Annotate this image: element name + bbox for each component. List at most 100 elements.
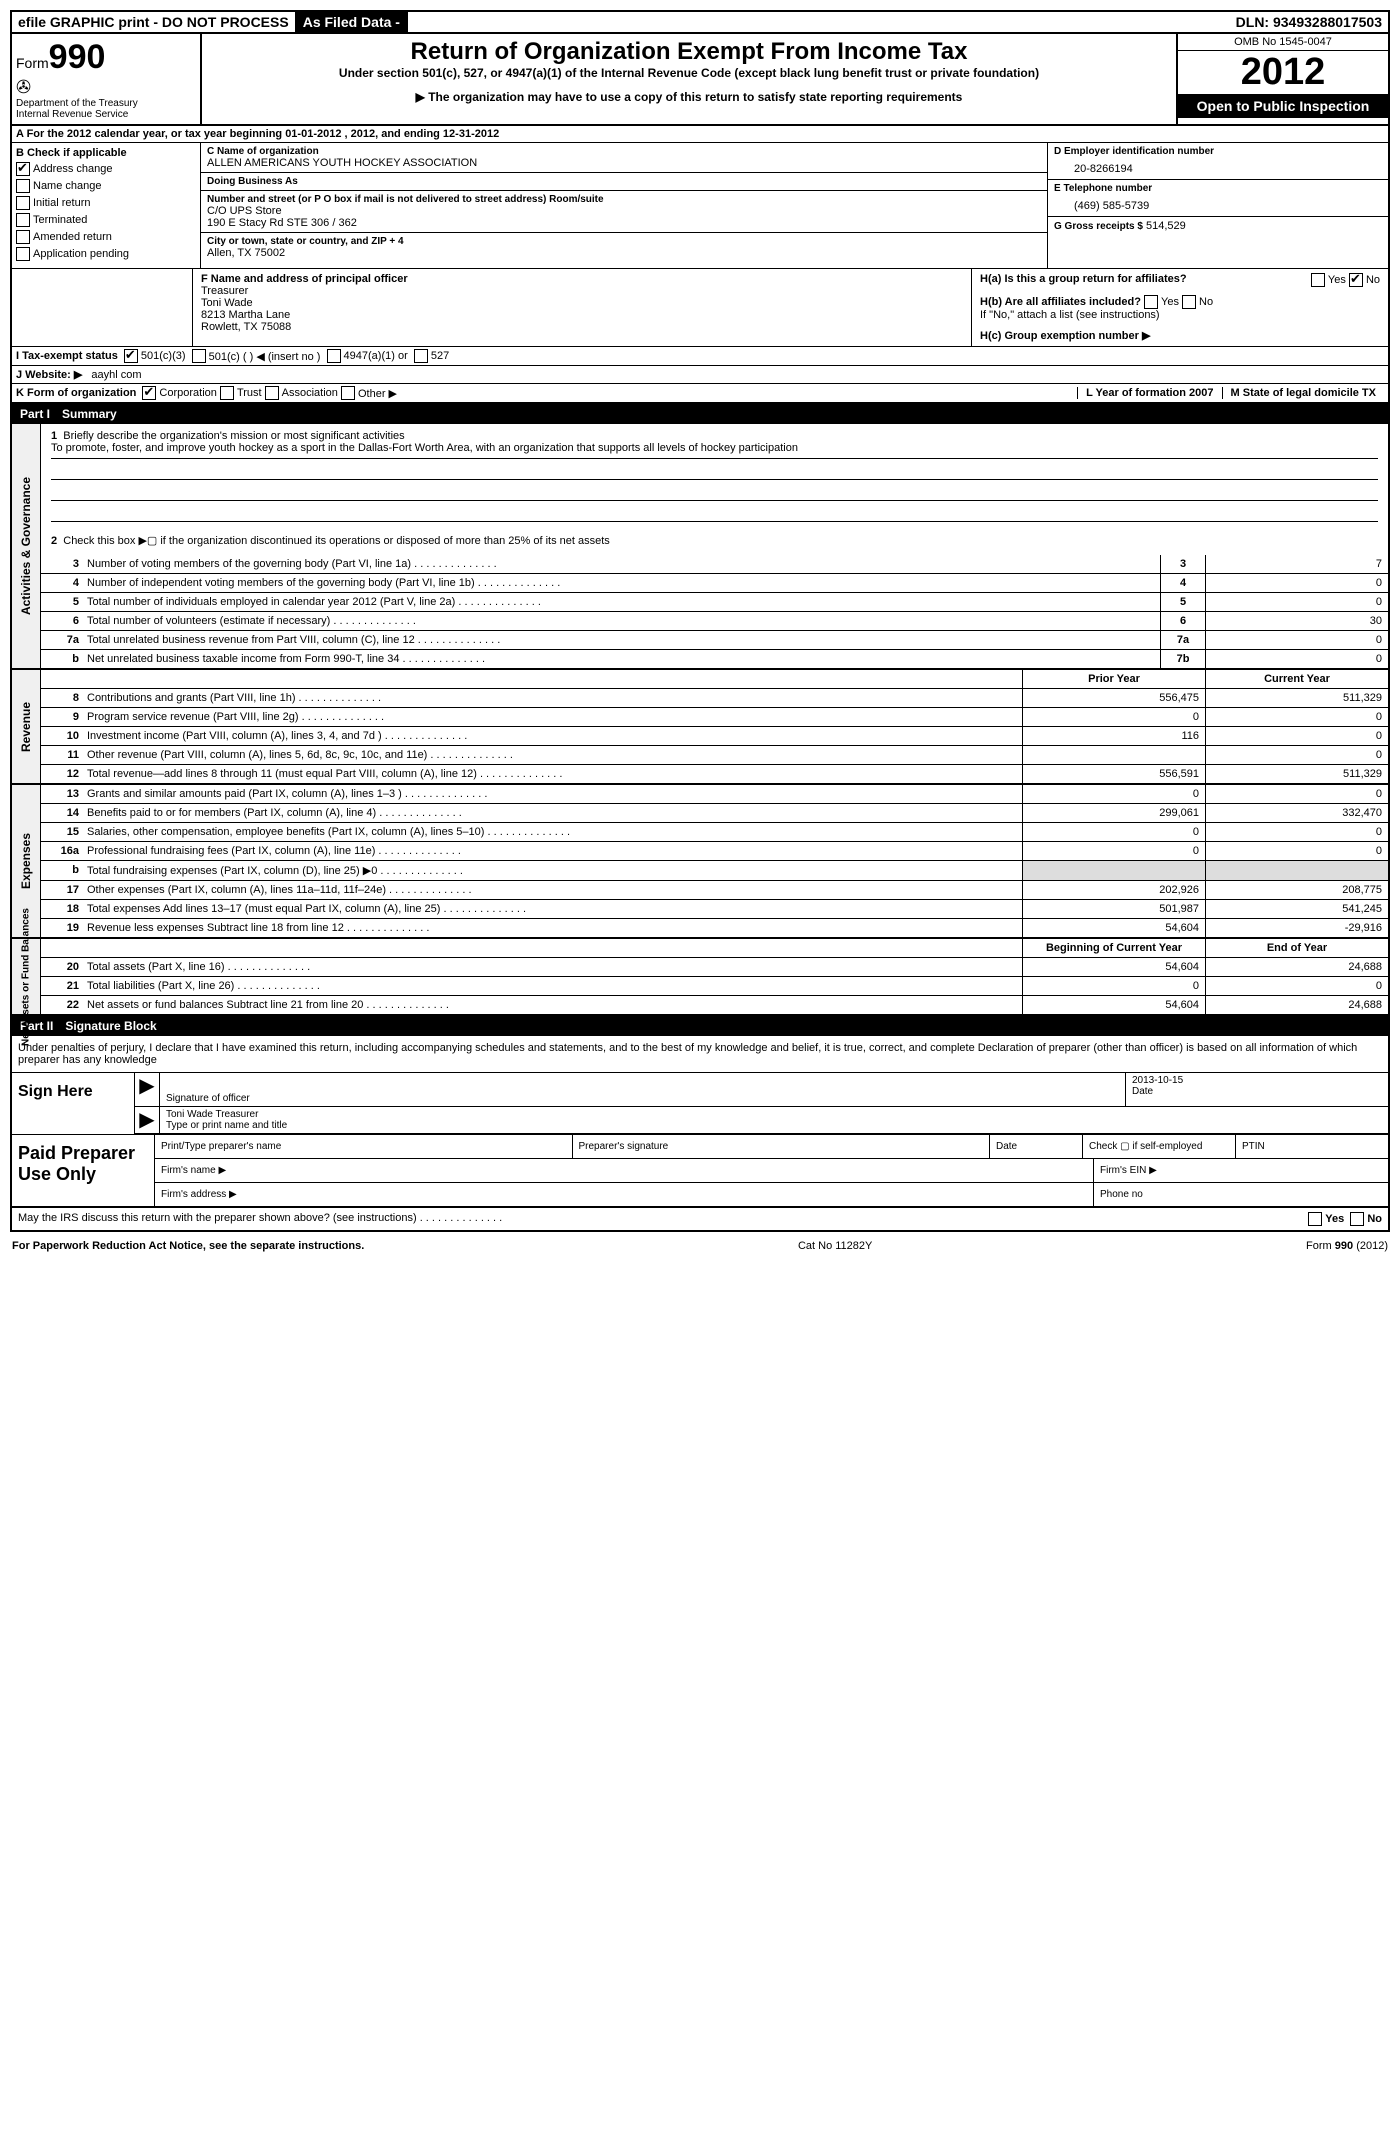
- open-public: Open to Public Inspection: [1178, 94, 1388, 118]
- net-row-21: 21Total liabilities (Part X, line 26)00: [41, 977, 1388, 996]
- revenue-row-8: 8Contributions and grants (Part VIII, li…: [41, 689, 1388, 708]
- q1-text: Briefly describe the organization's miss…: [63, 430, 404, 442]
- checkbox-terminated[interactable]: Terminated: [16, 213, 196, 227]
- part-2-header: Part IISignature Block: [10, 1016, 1390, 1036]
- hb-no-checkbox[interactable]: [1182, 295, 1196, 309]
- expense-row-17: 17Other expenses (Part IX, column (A), l…: [41, 881, 1388, 900]
- gov-row-7a: 7aTotal unrelated business revenue from …: [41, 631, 1388, 650]
- net-row-22: 22Net assets or fund balances Subtract l…: [41, 996, 1388, 1014]
- arrow-icon: ▶: [135, 1073, 160, 1106]
- tax-year: 2012: [1178, 51, 1388, 94]
- street-2: 190 E Stacy Rd STE 306 / 362: [207, 217, 1041, 229]
- f-label: F Name and address of principal officer: [201, 273, 963, 285]
- expense-row-13: 13Grants and similar amounts paid (Part …: [41, 785, 1388, 804]
- officer-printed-name: Toni Wade Treasurer: [166, 1109, 1382, 1120]
- firm-addr-label: Firm's address ▶: [155, 1183, 1094, 1206]
- line-i: I Tax-exempt status 501(c)(3) 501(c) ( )…: [10, 347, 1390, 366]
- col-b-checkboxes: B Check if applicable Address change Name…: [12, 143, 201, 268]
- part-1-header: Part ISummary: [10, 404, 1390, 424]
- net-assets-section: Net Assets or Fund Balances Beginning of…: [10, 939, 1390, 1016]
- hb-question: H(b) Are all affiliates included? Yes No: [980, 295, 1380, 309]
- return-title: Return of Organization Exempt From Incom…: [206, 38, 1172, 66]
- gov-row-4: 4Number of independent voting members of…: [41, 574, 1388, 593]
- checkbox-amended-return[interactable]: Amended return: [16, 230, 196, 244]
- ein: 20-8266194: [1054, 157, 1382, 175]
- checkbox-name-change[interactable]: Name change: [16, 179, 196, 193]
- 501c3-checkbox[interactable]: [124, 349, 138, 363]
- phone: (469) 585-5739: [1054, 194, 1382, 212]
- officer-addr2: Rowlett, TX 75088: [201, 321, 963, 333]
- dba-label: Doing Business As: [207, 176, 1041, 187]
- prep-name-label: Print/Type preparer's name: [155, 1135, 573, 1158]
- asfiled-label: As Filed Data -: [297, 12, 408, 32]
- gov-row-3: 3Number of voting members of the governi…: [41, 555, 1388, 574]
- 501c-checkbox[interactable]: [192, 349, 206, 363]
- ha-yes-checkbox[interactable]: [1311, 273, 1325, 287]
- revenue-row-9: 9Program service revenue (Part VIII, lin…: [41, 708, 1388, 727]
- paid-preparer-block: Paid Preparer Use Only Print/Type prepar…: [10, 1134, 1390, 1208]
- ha-no-checkbox[interactable]: [1349, 273, 1363, 287]
- form-ref: Form 990 (2012): [1306, 1240, 1388, 1252]
- gov-row-b: bNet unrelated business taxable income f…: [41, 650, 1388, 668]
- other-checkbox[interactable]: [341, 386, 355, 400]
- fgh-block: F Name and address of principal officer …: [10, 269, 1390, 347]
- checkbox-application-pending[interactable]: Application pending: [16, 247, 196, 261]
- declaration: Under penalties of perjury, I declare th…: [10, 1036, 1390, 1073]
- begin-year-header: Beginning of Current Year: [1022, 939, 1205, 957]
- website: aayhl com: [91, 369, 141, 381]
- q2-text: Check this box ▶▢ if the organization di…: [63, 535, 610, 547]
- year-formation: L Year of formation 2007: [1077, 387, 1221, 399]
- revenue-row-12: 12Total revenue—add lines 8 through 11 (…: [41, 765, 1388, 783]
- ptin-label: PTIN: [1236, 1135, 1388, 1158]
- arrow-icon: ▶: [135, 1107, 160, 1133]
- sign-here-label: Sign Here: [12, 1073, 135, 1134]
- subtitle-1: Under section 501(c), 527, or 4947(a)(1)…: [206, 66, 1172, 80]
- revenue-row-11: 11Other revenue (Part VIII, column (A), …: [41, 746, 1388, 765]
- discuss-yes-checkbox[interactable]: [1308, 1212, 1322, 1226]
- corp-checkbox[interactable]: [142, 386, 156, 400]
- name-label: Type or print name and title: [166, 1120, 1382, 1131]
- expense-row-19: 19Revenue less expenses Subtract line 18…: [41, 919, 1388, 937]
- org-name: ALLEN AMERICANS YOUTH HOCKEY ASSOCIATION: [207, 157, 1041, 169]
- revenue-section: Revenue Prior Year Current Year 8Contrib…: [10, 670, 1390, 785]
- revenue-label: Revenue: [19, 701, 33, 751]
- top-bar: efile GRAPHIC print - DO NOT PROCESS As …: [10, 10, 1390, 34]
- hb-note: If "No," attach a list (see instructions…: [980, 309, 1380, 321]
- col-b-label: B Check if applicable: [16, 147, 196, 159]
- street-1: C/O UPS Store: [207, 205, 1041, 217]
- discuss-no-checkbox[interactable]: [1350, 1212, 1364, 1226]
- expense-row-15: 15Salaries, other compensation, employee…: [41, 823, 1388, 842]
- ein-label: D Employer identification number: [1054, 146, 1382, 157]
- expense-row-18: 18Total expenses Add lines 13–17 (must e…: [41, 900, 1388, 919]
- revenue-row-10: 10Investment income (Part VIII, column (…: [41, 727, 1388, 746]
- checkbox-initial-return[interactable]: Initial return: [16, 196, 196, 210]
- subtitle-2: ▶ The organization may have to use a cop…: [206, 90, 1172, 104]
- expense-row-14: 14Benefits paid to or for members (Part …: [41, 804, 1388, 823]
- checkbox-address-change[interactable]: Address change: [16, 162, 196, 176]
- header: Form990 ✇ Department of the Treasury Int…: [10, 34, 1390, 126]
- hb-yes-checkbox[interactable]: [1144, 295, 1158, 309]
- state-domicile: M State of legal domicile TX: [1222, 387, 1384, 399]
- mission-text: To promote, foster, and improve youth ho…: [51, 442, 1378, 459]
- gov-row-5: 5Total number of individuals employed in…: [41, 593, 1388, 612]
- col-c-org: C Name of organization ALLEN AMERICANS Y…: [201, 143, 1048, 268]
- self-employed-label: Check ▢ if self-employed: [1083, 1135, 1236, 1158]
- trust-checkbox[interactable]: [220, 386, 234, 400]
- sign-here-block: Sign Here ▶ Signature of officer 2013-10…: [10, 1073, 1390, 1134]
- irs-discuss-row: May the IRS discuss this return with the…: [10, 1208, 1390, 1232]
- 4947-checkbox[interactable]: [327, 349, 341, 363]
- form-number: Form990: [16, 38, 196, 77]
- date-label: Date: [1132, 1086, 1382, 1097]
- col-d-ids: D Employer identification number 20-8266…: [1048, 143, 1388, 268]
- sig-date: 2013-10-15: [1132, 1075, 1382, 1086]
- assoc-checkbox[interactable]: [265, 386, 279, 400]
- prep-date-label: Date: [990, 1135, 1083, 1158]
- phone-label: E Telephone number: [1054, 183, 1382, 194]
- firm-ein-label: Firm's EIN ▶: [1094, 1159, 1388, 1182]
- net-row-20: 20Total assets (Part X, line 16)54,60424…: [41, 958, 1388, 977]
- city-label: City or town, state or country, and ZIP …: [207, 236, 1041, 247]
- 527-checkbox[interactable]: [414, 349, 428, 363]
- expense-row-16a: 16aProfessional fundraising fees (Part I…: [41, 842, 1388, 861]
- gross-label: G Gross receipts $: [1054, 221, 1143, 232]
- hc-label: H(c) Group exemption number ▶: [980, 329, 1380, 342]
